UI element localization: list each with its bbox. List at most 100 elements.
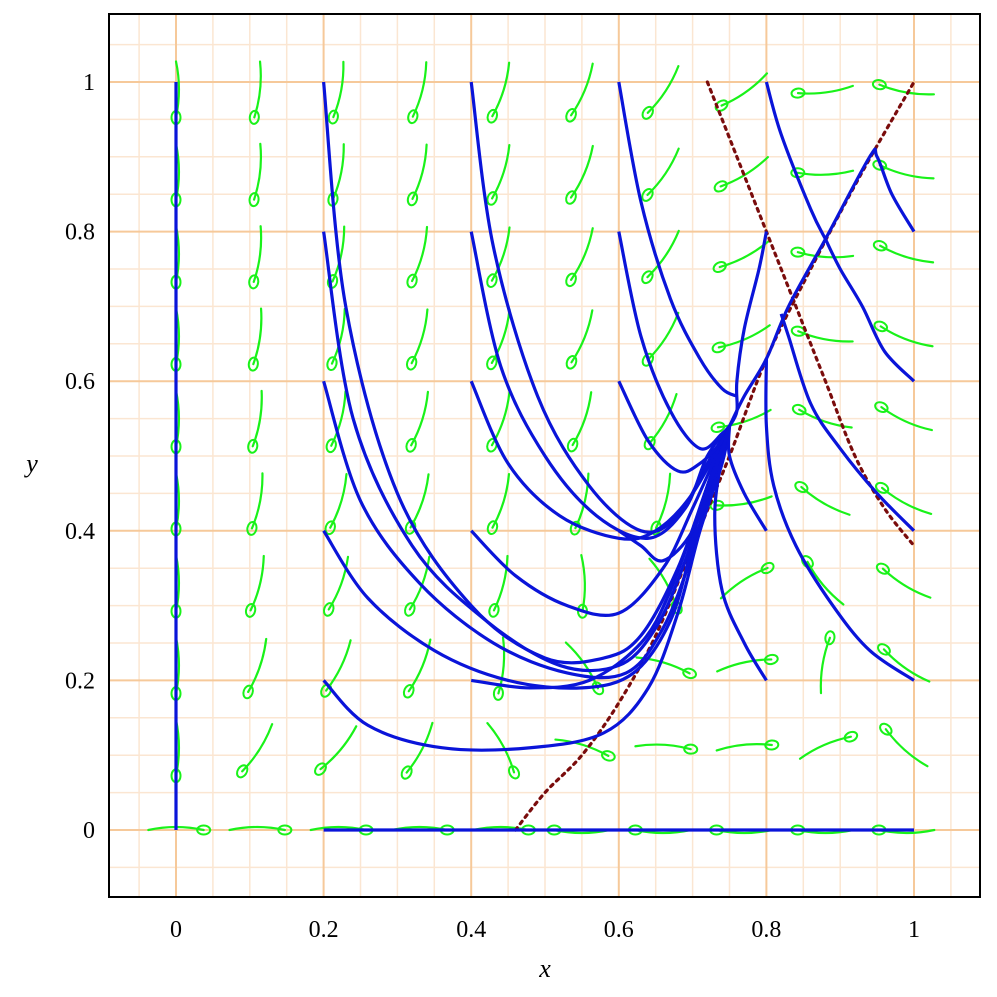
field-arrow-head <box>314 762 327 776</box>
field-arrow-head <box>791 403 807 416</box>
field-arrow <box>717 324 771 349</box>
field-arrow-head <box>601 750 616 762</box>
field-arrow-head <box>406 191 419 207</box>
field-arrow <box>654 472 672 530</box>
field-arrow-head <box>711 341 727 354</box>
field-arrow <box>410 390 430 447</box>
trajectory-curve <box>728 147 916 427</box>
trajectory-curve <box>469 231 731 540</box>
field-arrow <box>797 330 854 343</box>
field-arrow-head <box>565 108 577 123</box>
nullcline-curve <box>705 80 916 548</box>
field-arrow <box>882 648 931 683</box>
x-tick-label: 0.4 <box>456 917 486 943</box>
field-arrow <box>570 62 594 117</box>
field-arrow-head <box>248 274 260 290</box>
field-arrow <box>798 735 852 760</box>
field-arrow-head <box>248 109 260 125</box>
field-arrow <box>252 225 263 283</box>
field-arrow-head <box>488 602 500 618</box>
field-arrow-head <box>875 562 890 575</box>
y-tick-label: 1 <box>83 70 95 96</box>
field-arrow <box>329 472 348 529</box>
field-arrow-head <box>492 685 504 701</box>
field-arrow-head <box>322 602 335 617</box>
field-arrow <box>878 164 935 180</box>
field-arrow-head <box>486 520 499 536</box>
field-arrow-head <box>565 355 578 370</box>
field-arrow-head <box>407 109 419 125</box>
field-arrow-head <box>764 739 780 751</box>
x-axis-label: x <box>538 954 551 983</box>
field-arrow-head <box>277 824 293 836</box>
field-arrow-head <box>405 355 418 371</box>
field-arrow <box>330 307 346 365</box>
field-arrow <box>580 554 586 613</box>
field-arrow-head <box>247 356 259 372</box>
trajectory-curve <box>322 425 732 690</box>
field-arrow-head <box>710 421 726 433</box>
field-arrow-head <box>713 180 728 193</box>
field-arrow-head <box>244 603 257 618</box>
field-arrow <box>247 637 268 694</box>
field-arrow-head <box>566 437 579 453</box>
field-arrow <box>796 169 855 176</box>
field-arrow <box>646 229 680 279</box>
field-arrow-head <box>879 722 893 736</box>
field-arrow <box>497 636 506 695</box>
plot-frame <box>108 13 981 898</box>
field-arrow <box>486 722 516 774</box>
field-arrow <box>719 156 769 188</box>
field-arrow-head <box>327 191 339 207</box>
field-arrow <box>569 227 594 281</box>
field-arrow <box>331 143 345 201</box>
y-axis-label: y <box>23 449 38 478</box>
field-arrow-head <box>873 320 889 333</box>
field-arrow-head <box>641 187 654 202</box>
field-arrow-head <box>712 261 727 274</box>
field-arrow <box>881 567 932 599</box>
field-arrow-head <box>794 480 809 494</box>
field-arrow <box>405 721 434 774</box>
field-arrow <box>715 495 773 507</box>
field-arrow <box>331 225 346 283</box>
field-arrow <box>228 825 286 832</box>
field-arrow-head <box>871 79 887 91</box>
field-arrow <box>554 738 610 757</box>
field-arrow-head <box>790 246 806 258</box>
field-arrow <box>715 743 773 752</box>
field-arrow <box>571 391 593 447</box>
field-arrow <box>249 554 265 612</box>
field-arrow-head <box>404 602 416 617</box>
field-arrow <box>796 84 854 95</box>
field-arrow-head <box>824 630 836 646</box>
field-arrow <box>879 244 935 264</box>
y-tick-label: 0 <box>83 818 95 844</box>
trajectories <box>174 81 916 832</box>
field-arrow-head <box>246 520 258 536</box>
field-arrow <box>491 61 511 118</box>
trajectory-curve <box>470 425 732 690</box>
field-arrow <box>241 723 274 773</box>
field-arrow <box>574 472 590 530</box>
field-arrow-head <box>874 401 889 413</box>
field-arrow-head <box>486 355 498 371</box>
field-arrow <box>796 251 855 259</box>
field-arrow <box>319 725 358 771</box>
field-arrow <box>491 144 511 200</box>
trajectory-curve <box>726 426 768 532</box>
field-arrow-head <box>872 159 888 171</box>
field-arrow-head <box>760 561 775 575</box>
field-arrow-head <box>326 356 338 372</box>
field-arrow <box>798 408 853 429</box>
field-arrow <box>410 308 429 365</box>
field-arrow-head <box>641 105 654 120</box>
field-arrow <box>880 406 933 432</box>
field-arrow-head <box>763 653 779 666</box>
x-tick-label: 0 <box>170 917 182 943</box>
trajectory-curve <box>824 238 916 383</box>
field-arrow-head <box>236 764 249 779</box>
y-tick-label: 0.8 <box>65 220 95 246</box>
field-arrow-head <box>247 438 259 454</box>
